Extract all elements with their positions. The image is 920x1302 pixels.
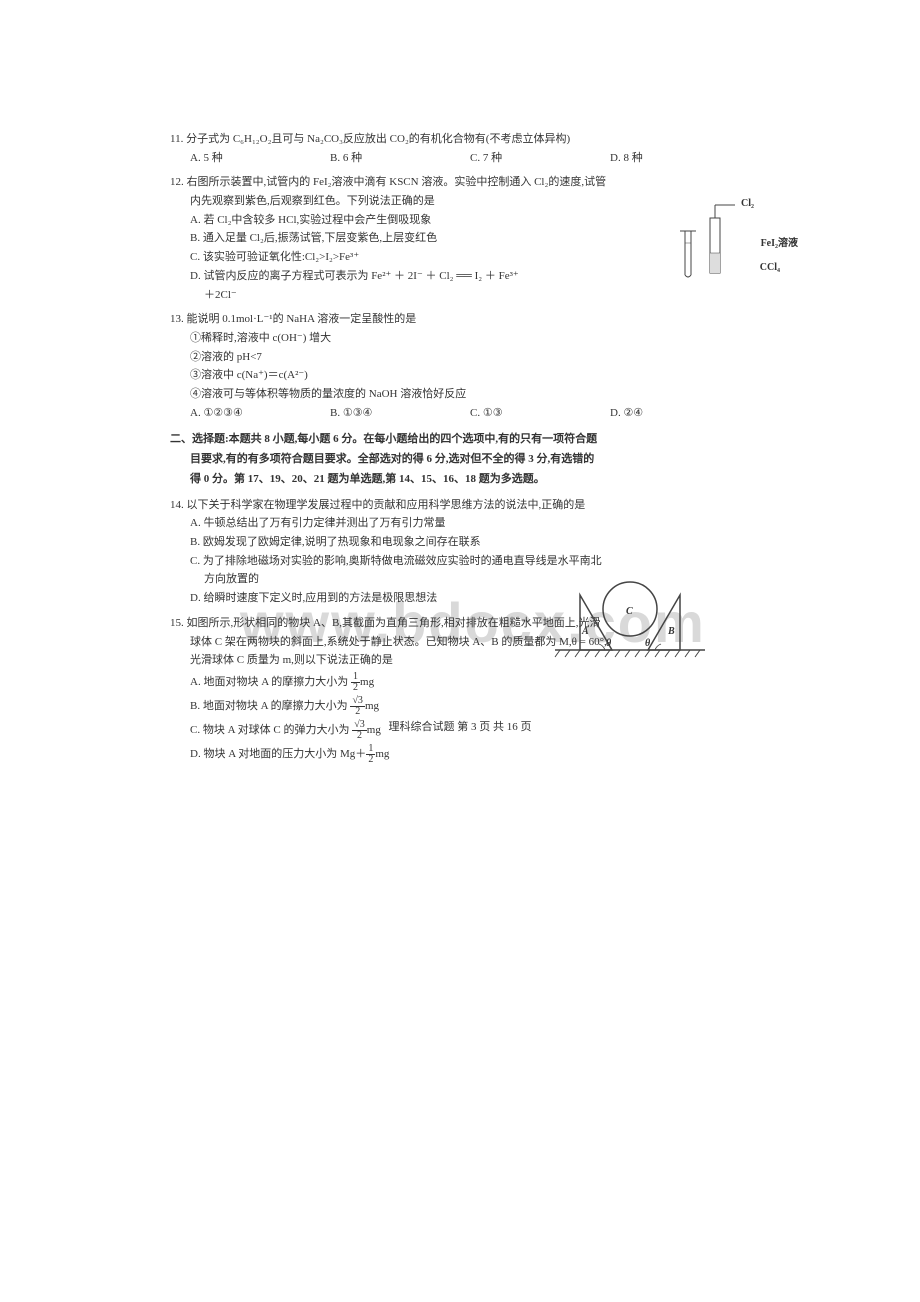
frac-sqrt3-2: √32 — [350, 696, 365, 717]
sec2-l3: 得 0 分。第 17、19、20、21 题为单选题,第 14、15、16、18 … — [170, 473, 545, 485]
question-13: 13. 能说明 0.1mol·L⁻¹的 NaHA 溶液一定呈酸性的是 ①稀释时,… — [170, 310, 750, 422]
q13-s4: ④溶液可与等体积等物质的量浓度的 NaOH 溶液恰好反应 — [170, 385, 750, 404]
q15-b-post: mg — [365, 700, 379, 712]
q13-opt-c: C. ①③ — [470, 404, 610, 423]
q13-s2: ②溶液的 pH<7 — [170, 348, 750, 367]
q12-opt-a: A. 若 Cl₂中含较多 HCl,实验过程中会产生倒吸现象 — [170, 211, 750, 230]
q13-s3: ③溶液中 c(Na⁺)＝c(A²⁻) — [170, 366, 750, 385]
q11-opt-a: A. 5 种 — [190, 149, 330, 168]
q14-stem: 14. 以下关于科学家在物理学发展过程中的贡献和应用科学思维方法的说法中,正确的… — [170, 496, 750, 515]
q12-opt-d: D. 试管内反应的离子方程式可表示为 Fe²⁺ ＋ 2I⁻ ＋ Cl₂ ══ I… — [170, 267, 750, 286]
q11-options: A. 5 种 B. 6 种 C. 7 种 D. 8 种 — [170, 149, 750, 168]
q12-label-fei2: FeI₂溶液 — [761, 235, 798, 252]
q14-opt-b: B. 欧姆发现了欧姆定律,说明了热现象和电现象之间存在联系 — [170, 533, 750, 552]
q12-opt-c: C. 该实验可验证氧化性:Cl₂>I₂>Fe³⁺ — [170, 248, 750, 267]
sec2-l2: 目要求,有的有多项符合题目要求。全部选对的得 6 分,选对但不全的得 3 分,有… — [170, 453, 594, 465]
q11-opt-b: B. 6 种 — [330, 149, 470, 168]
q14-opt-a: A. 牛顿总结出了万有引力定律并测出了万有引力常量 — [170, 514, 750, 533]
q13-opt-b: B. ①③④ — [330, 404, 470, 423]
q13-opt-d: D. ②④ — [610, 404, 750, 423]
q15-theta-1: θ — [606, 635, 611, 652]
exam-page: 11. 分子式为 C₆H₁₂O₂且可与 Na₂CO₃反应放出 CO₂的有机化合物… — [170, 130, 750, 767]
q15-label-c: C — [626, 603, 633, 620]
q15-b-pre: B. 地面对物块 A 的摩擦力大小为 — [190, 700, 350, 712]
q15-label-a: A — [582, 623, 589, 640]
page-footer: 理科综合试题 第 3 页 共 16 页 — [170, 718, 750, 737]
question-11: 11. 分子式为 C₆H₁₂O₂且可与 Na₂CO₃反应放出 CO₂的有机化合物… — [170, 130, 750, 167]
q13-opt-a: A. ①②③④ — [190, 404, 330, 423]
q15-opt-d: D. 物块 A 对地面的压力大小为 Mg＋12mg — [170, 742, 750, 766]
sec2-l1: 二、选择题:本题共 8 小题,每小题 6 分。在每小题给出的四个选项中,有的只有… — [170, 433, 597, 445]
q14-opt-c: C. 为了排除地磁场对实验的影响,奥斯特做电流磁效应实验时的通电直导线是水平南北 — [170, 552, 750, 571]
q13-s1: ①稀释时,溶液中 c(OH⁻) 增大 — [170, 329, 750, 348]
q13-options: A. ①②③④ B. ①③④ C. ①③ D. ②④ — [170, 404, 750, 423]
q11-stem: 11. 分子式为 C₆H₁₂O₂且可与 Na₂CO₃反应放出 CO₂的有机化合物… — [170, 130, 750, 149]
frac-1-2: 12 — [351, 672, 360, 693]
q12-apparatus-diagram: Cl₂ FeI₂溶液 CCl₄ — [665, 203, 750, 283]
q15-d-post: mg — [375, 748, 389, 760]
frac-1-2-b: 12 — [366, 744, 375, 765]
q12-opt-b: B. 通入足量 Cl₂后,振荡试管,下层变紫色,上层变红色 — [170, 229, 750, 248]
q15-theta-2: θ — [645, 635, 650, 652]
q12-label-ccl4: CCl₄ — [760, 259, 780, 276]
q11-opt-d: D. 8 种 — [610, 149, 750, 168]
q12-label-cl2: Cl₂ — [741, 195, 754, 212]
q15-d-pre: D. 物块 A 对地面的压力大小为 Mg＋ — [190, 748, 366, 760]
q11-opt-c: C. 7 种 — [470, 149, 610, 168]
q15-label-b: B — [668, 623, 675, 640]
question-12: 12. 右图所示装置中,试管内的 FeI₂溶液中滴有 KSCN 溶液。实验中控制… — [170, 173, 750, 304]
q15-block-diagram: A B C θ θ — [550, 575, 710, 665]
section-2-header: 二、选择题:本题共 8 小题,每小题 6 分。在每小题给出的四个选项中,有的只有… — [170, 430, 750, 489]
q13-stem: 13. 能说明 0.1mol·L⁻¹的 NaHA 溶液一定呈酸性的是 — [170, 310, 750, 329]
q15-a-post: mg — [360, 676, 374, 688]
q12-stem-1: 12. 右图所示装置中,试管内的 FeI₂溶液中滴有 KSCN 溶液。实验中控制… — [170, 173, 750, 192]
q15-opt-b: B. 地面对物块 A 的摩擦力大小为 √32mg — [170, 694, 750, 718]
q15-a-pre: A. 地面对物块 A 的摩擦力大小为 — [190, 676, 351, 688]
q12-opt-d-cont: ＋2Cl⁻ — [170, 286, 750, 305]
q15-opt-a: A. 地面对物块 A 的摩擦力大小为 12mg — [170, 670, 750, 694]
q12-stem-2: 内先观察到紫色,后观察到红色。下列说法正确的是 — [170, 192, 750, 211]
